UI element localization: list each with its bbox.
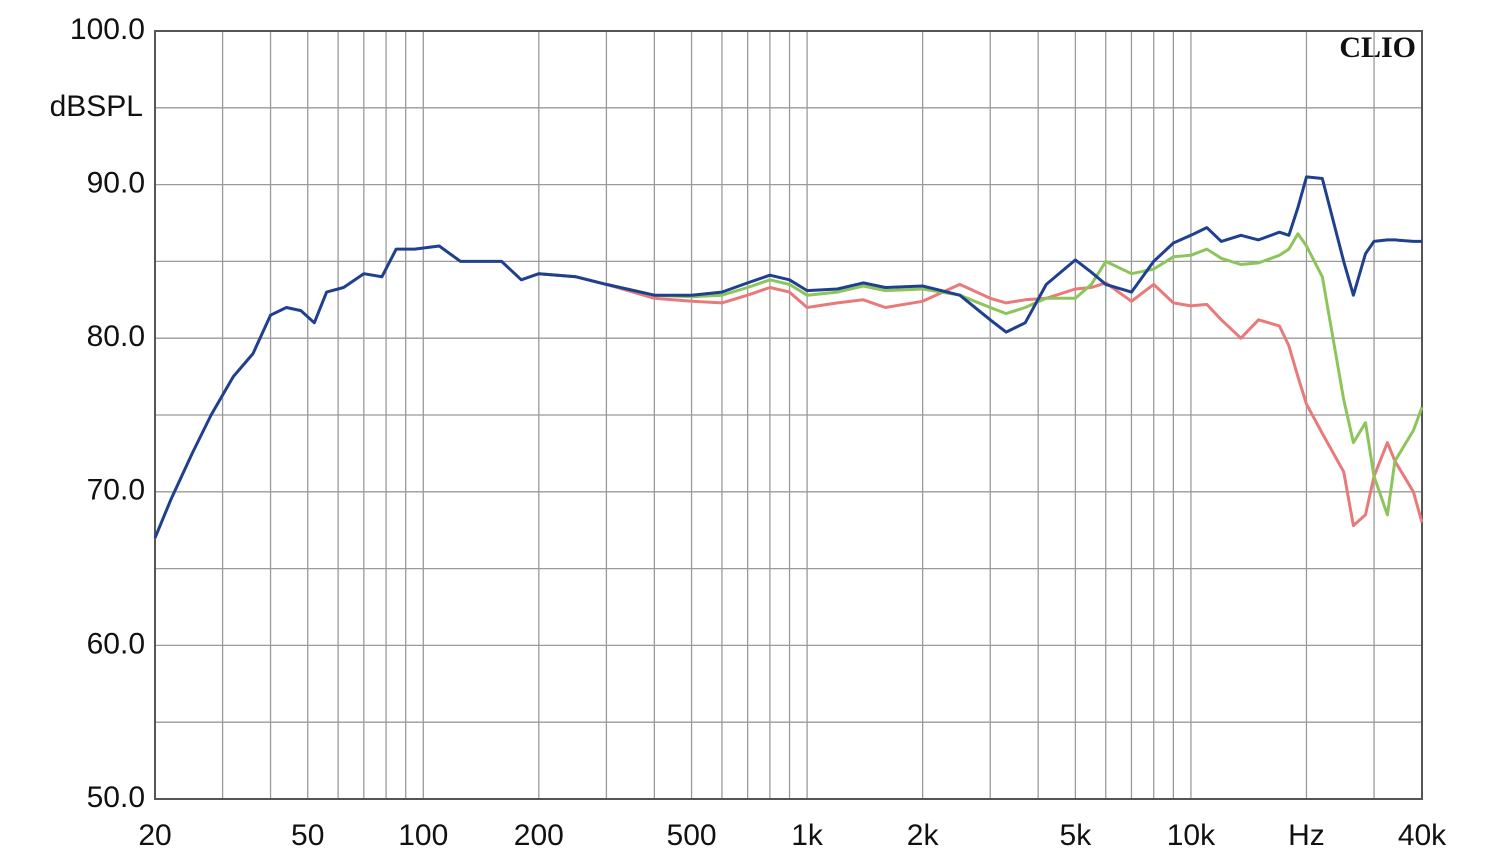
x-tick-label: 40k	[1398, 819, 1447, 852]
y-tick-label: 70.0	[87, 474, 145, 507]
series-line	[153, 175, 1422, 539]
x-tick-label: 1k	[791, 819, 824, 852]
y-tick-label: 100.0	[70, 13, 145, 46]
series-line	[538, 232, 1424, 517]
x-tick-label: 2k	[907, 819, 940, 852]
annotation: CLIO	[1339, 31, 1416, 64]
x-tick-label: Hz	[1288, 819, 1325, 852]
x-tick-label: 200	[514, 819, 564, 852]
x-tick-label: 500	[667, 819, 717, 852]
y-tick-label: 60.0	[87, 627, 145, 660]
y-axis-label: dBSPL	[50, 90, 143, 123]
x-tick-label: 100	[398, 819, 448, 852]
y-tick-label: 50.0	[87, 781, 145, 814]
x-tick-label: 50	[291, 819, 324, 852]
y-tick-label: 90.0	[87, 167, 145, 200]
x-tick-label: 20	[138, 819, 171, 852]
plot-frame	[154, 30, 1423, 800]
y-tick-label: 80.0	[87, 320, 145, 353]
x-tick-label: 10k	[1167, 819, 1216, 852]
x-tick-label: 5k	[1060, 819, 1093, 852]
